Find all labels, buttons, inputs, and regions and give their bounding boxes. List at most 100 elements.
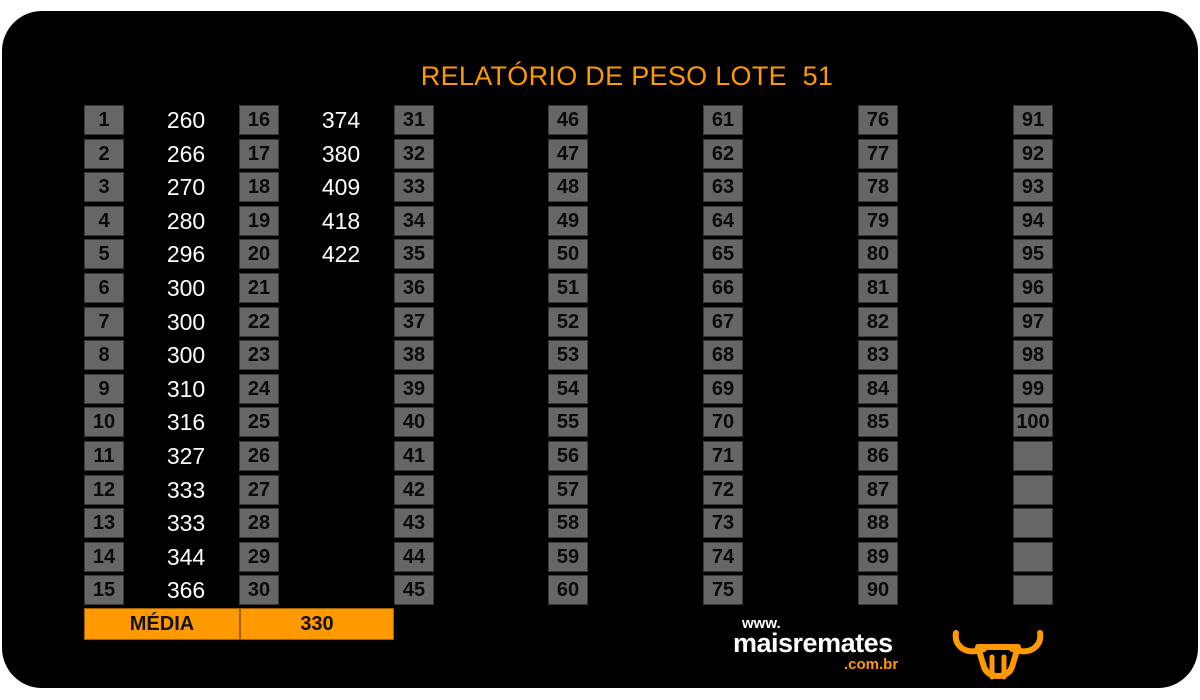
number-cell: 39 <box>394 373 434 404</box>
number-cell: 32 <box>394 138 434 169</box>
number-cell: 72 <box>703 474 743 505</box>
number-cell: 28 <box>239 508 279 539</box>
number-cell: 19 <box>239 205 279 236</box>
number-cell: 93 <box>1013 172 1053 203</box>
number-cell: 17 <box>239 138 279 169</box>
number-cell: 14 <box>84 541 124 572</box>
number-cell: 87 <box>858 474 898 505</box>
weight-value: 270 <box>166 174 206 201</box>
number-cell: 21 <box>239 273 279 303</box>
number-cell: 45 <box>394 575 434 606</box>
number-cell: 34 <box>394 205 434 236</box>
number-cell: 29 <box>239 541 279 572</box>
report-board: RELATÓRIO DE PESO LOTE 51 1 260 2 266 3 270 4 2… <box>2 11 1198 688</box>
number-cell: 53 <box>548 340 588 371</box>
number-cell: 40 <box>394 407 434 438</box>
weight-value: 300 <box>166 308 206 335</box>
number-cell: 71 <box>703 441 743 471</box>
number-cell: 46 <box>548 105 588 135</box>
number-cell: 75 <box>703 575 743 606</box>
weight-value: 266 <box>166 140 206 167</box>
weight-value: 316 <box>166 409 206 436</box>
number-cell: 27 <box>239 474 279 505</box>
weight-value: 418 <box>321 207 361 234</box>
weight-value: 280 <box>166 207 206 234</box>
weight-value: 366 <box>166 577 206 604</box>
number-cell: 37 <box>394 306 434 337</box>
number-cell: 35 <box>394 239 434 270</box>
number-cell: 77 <box>858 138 898 169</box>
number-cell: 68 <box>703 340 743 371</box>
number-cell: 66 <box>703 273 743 303</box>
media-value: 330 <box>240 608 394 640</box>
number-cell: 96 <box>1013 273 1053 303</box>
weight-value: 296 <box>166 241 206 268</box>
number-cell: 4 <box>84 205 124 236</box>
number-cell: 92 <box>1013 138 1053 169</box>
number-cell: 65 <box>703 239 743 270</box>
weight-value: 422 <box>321 241 361 268</box>
number-cell: 22 <box>239 306 279 337</box>
weight-value: 380 <box>321 140 361 167</box>
number-cell: 100 <box>1013 407 1053 438</box>
number-cell: 89 <box>858 541 898 572</box>
number-cell: 7 <box>84 306 124 337</box>
number-cell: 58 <box>548 508 588 539</box>
weight-value: 327 <box>166 443 206 469</box>
weight-value: 344 <box>166 543 206 570</box>
weight-value: 333 <box>166 510 206 537</box>
number-cell: 41 <box>394 441 434 471</box>
number-cell: 2 <box>84 138 124 169</box>
number-cell: 70 <box>703 407 743 438</box>
number-cell: 15 <box>84 575 124 606</box>
number-cell: 18 <box>239 172 279 203</box>
number-cell: 84 <box>858 373 898 404</box>
number-cell: 10 <box>84 407 124 438</box>
number-cell: 49 <box>548 205 588 236</box>
number-cell: 23 <box>239 340 279 371</box>
number-cell: 24 <box>239 373 279 404</box>
number-cell: 56 <box>548 441 588 471</box>
number-cell: 59 <box>548 541 588 572</box>
number-cell: 86 <box>858 441 898 471</box>
number-cell: 97 <box>1013 306 1053 337</box>
number-cell: 3 <box>84 172 124 203</box>
number-cell: 52 <box>548 306 588 337</box>
number-cell: 73 <box>703 508 743 539</box>
number-cell: 62 <box>703 138 743 169</box>
number-cell: 82 <box>858 306 898 337</box>
number-cell: 64 <box>703 205 743 236</box>
number-cell: 8 <box>84 340 124 371</box>
number-cell: 31 <box>394 105 434 135</box>
number-cell: 63 <box>703 172 743 203</box>
number-cell: 1 <box>84 105 124 135</box>
number-cell: 69 <box>703 373 743 404</box>
number-cell: 80 <box>858 239 898 270</box>
empty-number-cell <box>1013 474 1053 505</box>
number-cell: 33 <box>394 172 434 203</box>
number-cell: 44 <box>394 541 434 572</box>
logo-name: maisremates <box>733 628 893 658</box>
number-cell: 43 <box>394 508 434 539</box>
logo-domain: .com.br <box>844 656 899 673</box>
weight-value: 310 <box>166 375 206 402</box>
number-cell: 78 <box>858 172 898 203</box>
number-cell: 61 <box>703 105 743 135</box>
weight-value: 300 <box>166 342 206 369</box>
number-cell: 98 <box>1013 340 1053 371</box>
number-cell: 16 <box>239 105 279 135</box>
number-cell: 38 <box>394 340 434 371</box>
number-cell: 5 <box>84 239 124 270</box>
number-cell: 12 <box>84 474 124 505</box>
number-cell: 57 <box>548 474 588 505</box>
number-cell: 60 <box>548 575 588 606</box>
number-cell: 99 <box>1013 373 1053 404</box>
number-cell: 51 <box>548 273 588 303</box>
number-cell: 9 <box>84 373 124 404</box>
number-cell: 54 <box>548 373 588 404</box>
number-cell: 83 <box>858 340 898 371</box>
number-cell: 74 <box>703 541 743 572</box>
number-cell: 91 <box>1013 105 1053 135</box>
bull-head-icon <box>952 630 1044 680</box>
empty-number-cell <box>1013 541 1053 572</box>
